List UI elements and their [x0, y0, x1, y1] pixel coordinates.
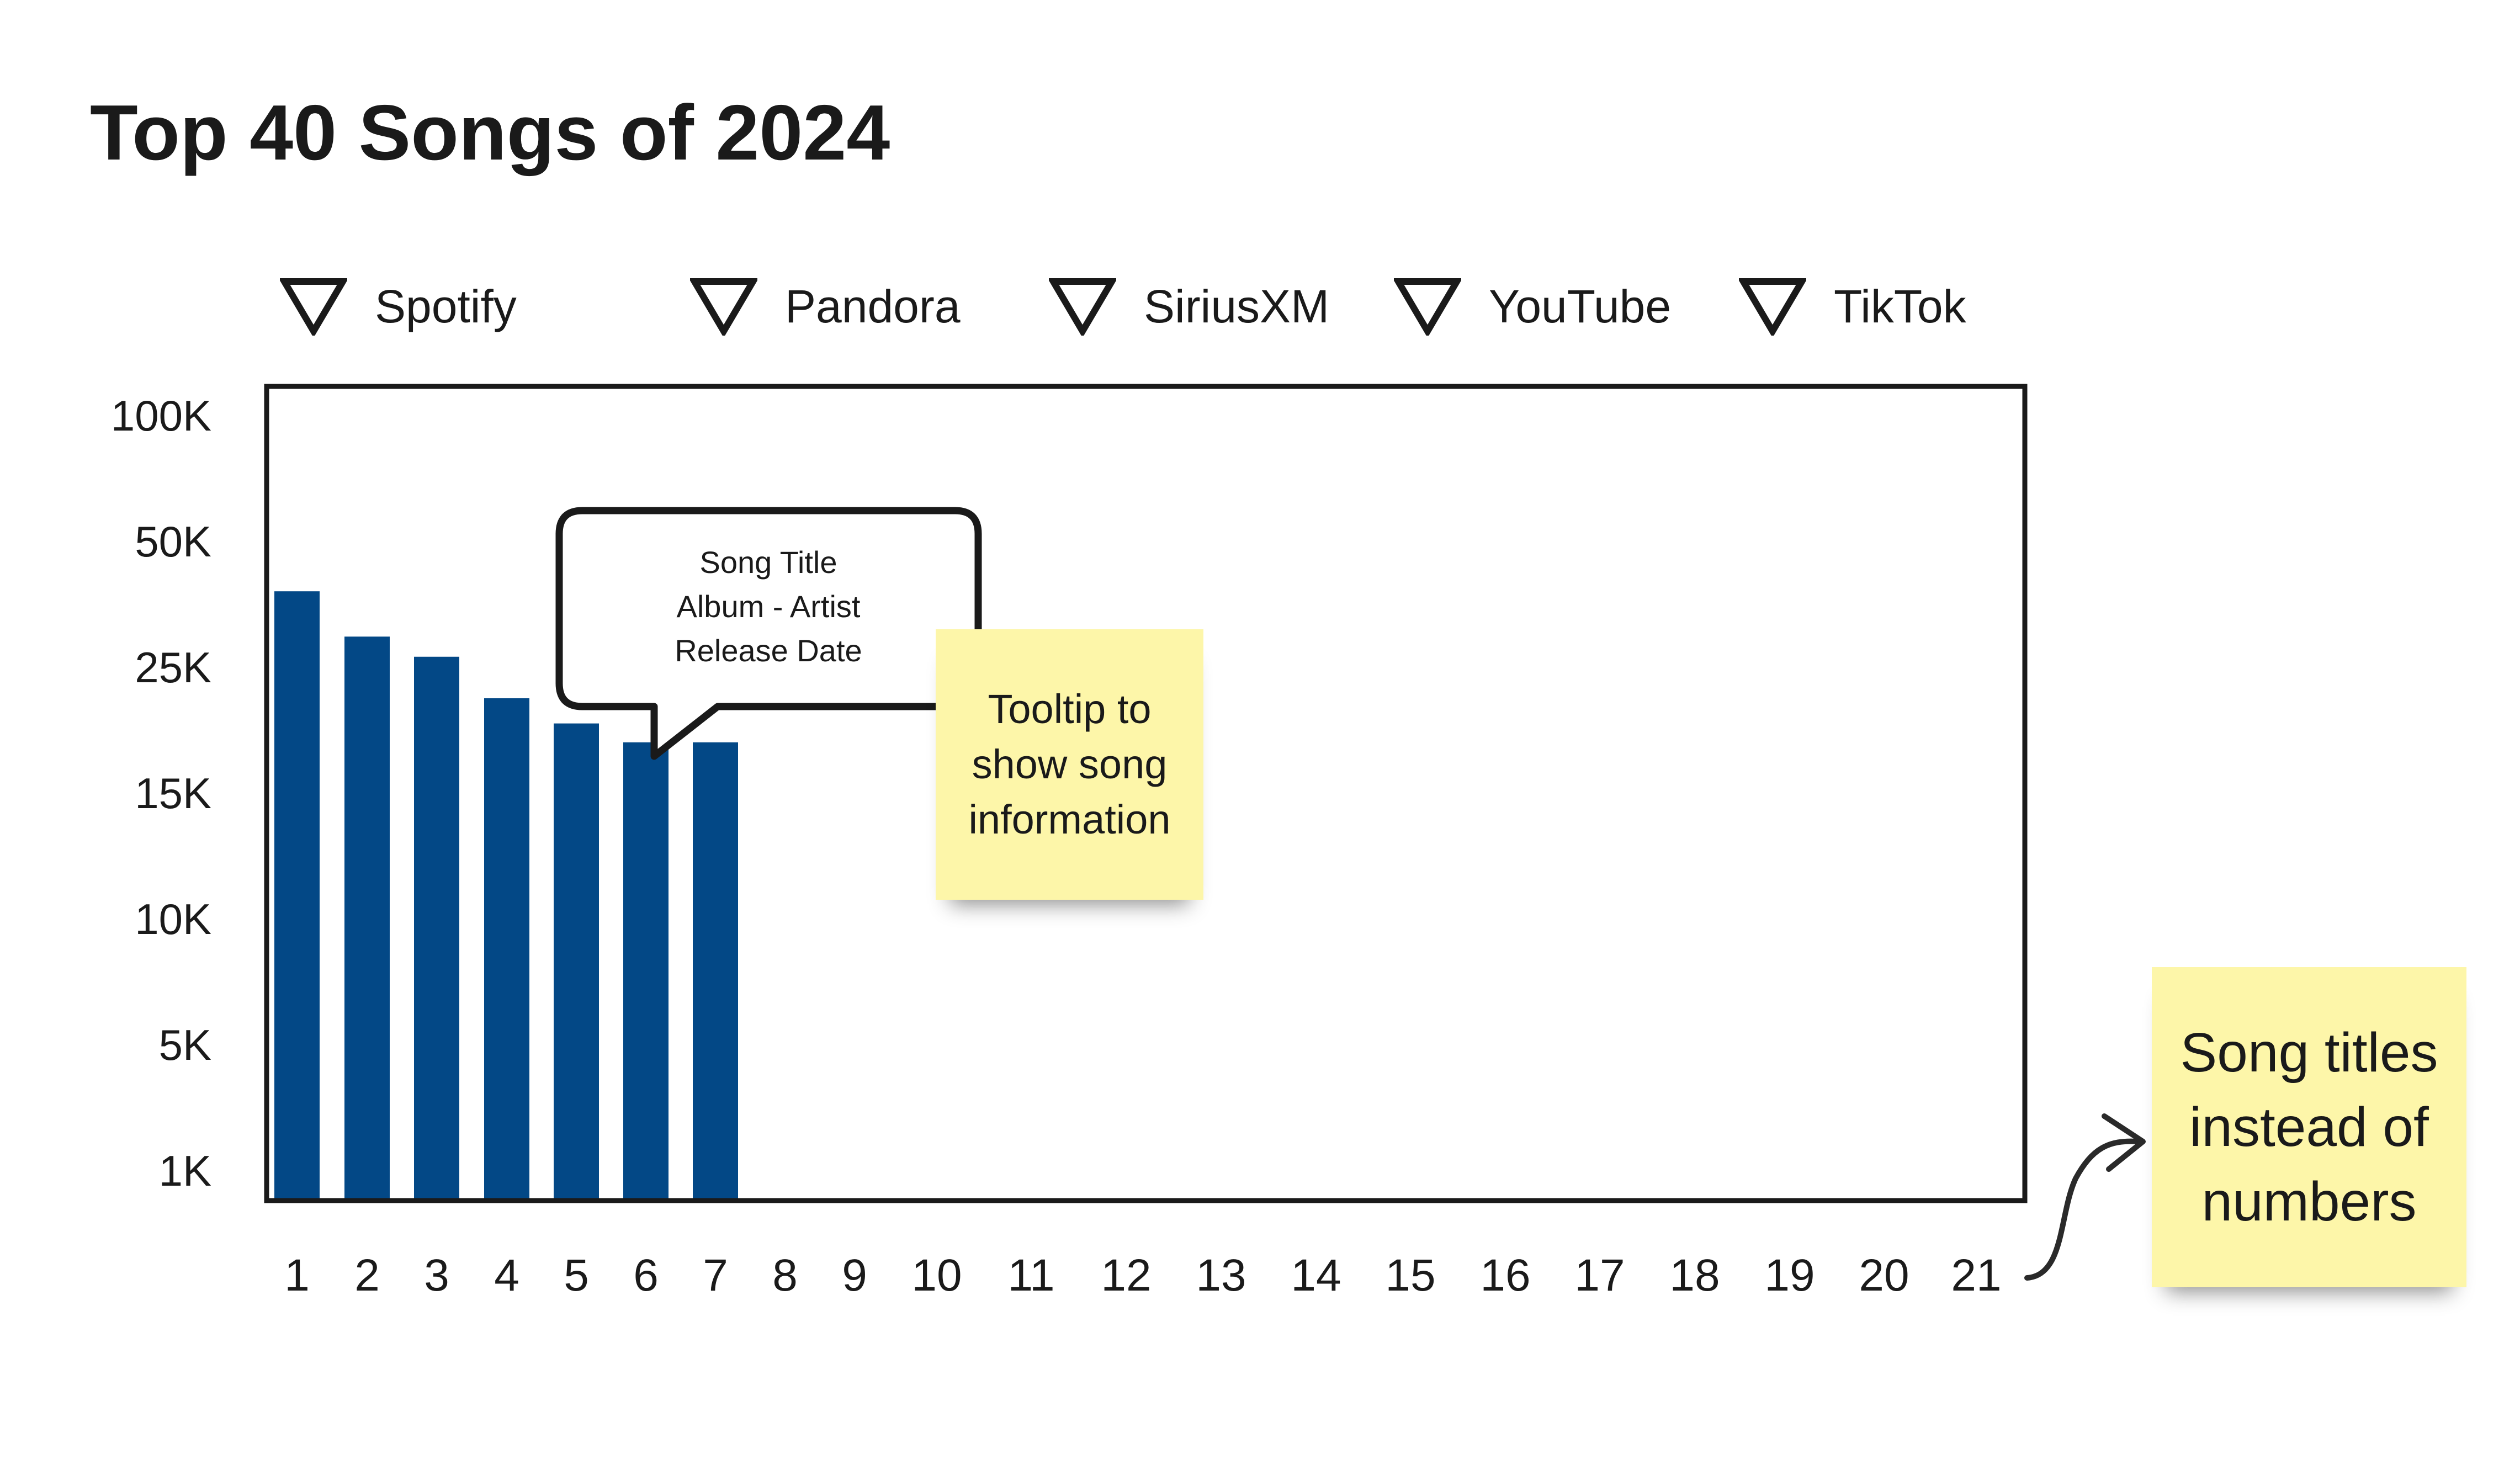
- y-tick-label: 100K: [111, 391, 211, 440]
- bar-song-2[interactable]: [344, 636, 390, 1201]
- song-tooltip: Song Title Album - Artist Release Date: [555, 507, 982, 760]
- x-tick-label: 17: [1574, 1250, 1625, 1300]
- filter-label: YouTube: [1489, 280, 1672, 332]
- x-tick-label: 11: [1007, 1250, 1054, 1300]
- x-tick-label: 16: [1480, 1250, 1530, 1300]
- y-tick-label: 10K: [135, 895, 211, 943]
- x-tick-label: 19: [1764, 1250, 1815, 1300]
- x-tick-label: 14: [1291, 1250, 1341, 1300]
- x-tick-label: 20: [1859, 1250, 1909, 1300]
- x-tick-label: 6: [633, 1250, 659, 1300]
- dropdown-triangle-icon: [1049, 278, 1116, 336]
- y-tick-label: 15K: [135, 769, 211, 818]
- bar-song-3[interactable]: [414, 656, 459, 1201]
- x-tick-label: 7: [703, 1250, 728, 1300]
- tooltip-line: Album - Artist: [677, 589, 861, 624]
- arrow-head-icon: [2102, 1113, 2146, 1172]
- x-tick-label: 4: [494, 1250, 519, 1300]
- filter-youtube[interactable]: YouTube: [1394, 276, 1671, 337]
- x-tick-label: 10: [911, 1250, 962, 1300]
- bar-group: [274, 591, 738, 1201]
- filter-tiktok[interactable]: TikTok: [1739, 276, 1966, 337]
- sticky-note-tooltip: Tooltip to show song information: [936, 629, 1203, 900]
- annotation-arrow: [2024, 1138, 2140, 1281]
- x-tick-label: 18: [1669, 1250, 1720, 1300]
- x-tick-label: 1: [284, 1250, 310, 1300]
- filter-pandora[interactable]: Pandora: [690, 276, 961, 337]
- dropdown-triangle-icon: [1739, 278, 1806, 336]
- x-tick-label: 9: [842, 1250, 867, 1300]
- bar-song-7[interactable]: [693, 742, 738, 1201]
- sticky-note-song-titles: Song titles instead of numbers: [2152, 967, 2466, 1287]
- bar-song-1[interactable]: [274, 591, 320, 1201]
- dropdown-triangle-icon: [280, 278, 347, 336]
- x-tick-label: 15: [1385, 1250, 1435, 1300]
- x-tick-label: 13: [1196, 1250, 1246, 1300]
- tooltip-line: Release Date: [675, 633, 862, 668]
- page-title: Top 40 Songs of 2024: [90, 89, 890, 177]
- filter-label: SiriusXM: [1144, 280, 1330, 332]
- filter-label: TikTok: [1834, 280, 1966, 332]
- dropdown-triangle-icon: [1394, 278, 1461, 336]
- x-tick-label: 2: [354, 1250, 380, 1300]
- y-tick-label: 5K: [159, 1021, 211, 1069]
- x-tick-label: 8: [772, 1250, 798, 1300]
- x-tick-label: 5: [564, 1250, 589, 1300]
- tooltip-text: Song Title Album - Artist Release Date: [675, 545, 862, 668]
- y-tick-label: 25K: [135, 643, 211, 692]
- y-tick-label: 1K: [159, 1146, 211, 1195]
- x-tick-label: 21: [1951, 1250, 2001, 1300]
- bar-song-5[interactable]: [554, 723, 599, 1201]
- plot-frame: [264, 384, 2028, 1203]
- filter-siriusxm[interactable]: SiriusXM: [1049, 276, 1329, 337]
- y-tick-label: 50K: [135, 517, 211, 566]
- tooltip-line: Song Title: [699, 545, 837, 580]
- dropdown-triangle-icon: [690, 278, 757, 336]
- filter-spotify[interactable]: Spotify: [280, 276, 517, 337]
- bar-song-6[interactable]: [623, 742, 669, 1201]
- x-tick-label: 12: [1101, 1250, 1151, 1300]
- filter-label: Spotify: [375, 280, 517, 332]
- x-axis-ticks: 1 2 3 4 5 6 7 8 9 10 11 12 13 14 15 16 17 18 19 20 21: [284, 1250, 2001, 1300]
- x-tick-label: 3: [424, 1250, 449, 1300]
- filter-label: Pandora: [785, 280, 961, 332]
- y-axis-ticks: 100K 50K 25K 15K 10K 5K 1K: [111, 391, 211, 1195]
- bar-song-4[interactable]: [484, 698, 529, 1201]
